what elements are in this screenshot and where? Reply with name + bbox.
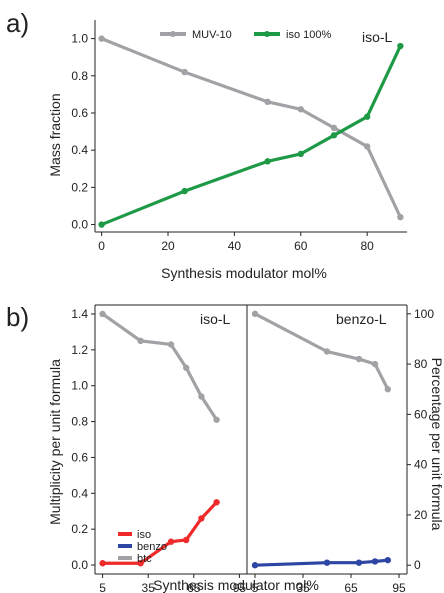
p0-data-point-iso-100- <box>264 158 271 165</box>
legend-label-muv10: MUV-10 <box>192 29 232 41</box>
p0-x-tick-label: 20 <box>161 239 175 253</box>
p1-y-tick-label: 0.0 <box>71 558 88 572</box>
p1-data-point-iso <box>167 538 175 545</box>
p0-y-tick-label: 1.0 <box>71 32 88 46</box>
p2-data-point-benzo <box>355 559 363 566</box>
legend-label-btc: btc <box>137 553 152 565</box>
p1-data-point-iso <box>137 560 144 567</box>
p1-data-point-btc <box>99 310 106 318</box>
panel-a-legend: MUV-10 iso 100% <box>160 29 331 41</box>
p2-y-tick-label: 0 <box>414 558 421 572</box>
p2-data-point-btc <box>355 355 363 363</box>
p0-y-tick-label: 0.2 <box>71 180 88 194</box>
panel-b-right-y-axis-label: Percentage per unit formula <box>429 358 444 531</box>
p2-x-tick-label: 5 <box>252 581 259 593</box>
legend-marker-iso100 <box>264 31 270 37</box>
p0-y-tick-label: 0.6 <box>71 106 88 120</box>
p1-data-point-iso <box>213 499 220 506</box>
p1-data-point-iso <box>198 515 205 522</box>
panel-b-left-tag: iso-L <box>200 311 231 327</box>
legend-label-benzo: benzo <box>137 541 167 553</box>
p0-data-point-muv-10 <box>330 124 338 132</box>
panel-b-letter: b) <box>6 302 29 332</box>
p1-y-tick-label: 0.4 <box>71 486 88 500</box>
p0-data-point-iso-100- <box>363 113 371 120</box>
p2-data-point-btc <box>371 360 379 368</box>
p0-data-point-muv-10 <box>363 143 371 150</box>
p1-y-tick-label: 0.6 <box>71 450 88 464</box>
p2-y-tick-label: 100 <box>414 307 434 321</box>
p1-y-tick-label: 1.0 <box>71 379 88 393</box>
p1-y-tick-label: 0.8 <box>71 415 88 429</box>
p0-y-tick-label: 0.4 <box>71 143 88 157</box>
panel-b-left-y-axis-label: Multiplicity per unit formula <box>47 359 63 525</box>
panel-a-x-axis-label: Synthesis modulator mol% <box>161 265 327 281</box>
p1-y-tick-label: 1.4 <box>71 307 88 321</box>
p0-data-point-iso-100- <box>181 187 188 195</box>
chart-panel-b-right: 5 35 65 95 0 20 40 60 80 100 <box>247 304 434 593</box>
p0-data-point-muv-10 <box>264 98 271 106</box>
legend-label-iso100: iso 100% <box>286 29 331 41</box>
p2-y-tick-label: 20 <box>414 508 428 522</box>
p1-series-line-btc <box>101 312 218 421</box>
p0-x-tick-label: 0 <box>98 239 105 253</box>
p1-x-tick-label: 95 <box>233 581 247 593</box>
chart-panel-a: 0 20 40 60 80 0.0 0.2 0.4 0.6 0.8 1.0 <box>71 20 407 253</box>
p0-data-point-muv-10 <box>181 68 188 76</box>
p2-x-tick-label: 35 <box>296 581 310 593</box>
p1-x-tick-label: 35 <box>142 581 156 593</box>
p0-series-line-muv-10 <box>101 37 402 218</box>
p0-y-tick-label: 0.8 <box>71 69 88 83</box>
panel-b-legend: iso benzo btc <box>118 529 167 565</box>
p1-y-tick-label: 0.2 <box>71 522 88 536</box>
p0-data-point-iso-100- <box>397 42 404 50</box>
p2-y-tick-label: 40 <box>414 458 428 472</box>
p0-x-tick-label: 80 <box>360 239 374 253</box>
p1-data-point-btc <box>198 393 205 400</box>
p1-data-point-btc <box>137 337 144 345</box>
p1-x-tick-label: 65 <box>187 581 201 593</box>
p1-series-line-iso <box>102 501 218 565</box>
p0-x-tick-label: 40 <box>228 239 242 253</box>
p2-x-tick-label: 95 <box>392 581 406 593</box>
p2-data-point-btc <box>251 310 259 317</box>
chart-panel-b-left: 5 35 65 95 0.0 0.2 0.4 0.6 0.8 1.0 1.2 1.4 <box>71 304 248 593</box>
p0-data-point-iso-100- <box>297 150 304 158</box>
panel-b-x-axis-label: Synthesis modulator mol% <box>153 577 319 593</box>
p0-data-point-iso-100- <box>330 132 338 139</box>
panel-b-right-tag: benzo-L <box>336 311 387 327</box>
p2-data-point-btc <box>323 348 331 355</box>
panel-a-letter: a) <box>6 8 29 38</box>
p2-data-point-benzo <box>371 558 379 565</box>
p0-data-point-muv-10 <box>297 106 304 113</box>
p0-y-tick-label: 0.0 <box>71 218 88 232</box>
p2-series-line-benzo <box>254 558 388 567</box>
p1-data-point-btc <box>167 341 175 348</box>
p2-y-tick-label: 60 <box>414 407 428 421</box>
p0-x-tick-label: 60 <box>294 239 308 253</box>
p0-data-point-muv-10 <box>397 213 404 221</box>
p2-x-tick-label: 65 <box>344 581 358 593</box>
p1-y-tick-label: 1.2 <box>71 343 88 357</box>
p2-data-point-benzo <box>251 562 259 569</box>
p0-data-point-muv-10 <box>98 35 105 42</box>
panel-a-tag: iso-L <box>362 29 393 45</box>
legend-marker-muv10 <box>170 31 176 37</box>
p1-data-point-btc <box>213 416 220 423</box>
p1-data-point-iso <box>99 560 106 567</box>
p1-x-tick-label: 5 <box>99 581 106 593</box>
p2-data-point-benzo <box>384 556 391 564</box>
p1-data-point-iso <box>183 536 190 544</box>
p0-series-line-iso-100- <box>101 45 402 227</box>
p2-data-point-benzo <box>323 559 331 566</box>
panel-a-y-axis-label: Mass fraction <box>47 93 63 176</box>
p2-y-tick-label: 80 <box>414 357 428 371</box>
legend-label-iso: iso <box>137 529 151 541</box>
p0-data-point-iso-100- <box>98 221 105 228</box>
p2-data-point-btc <box>384 386 391 393</box>
p1-data-point-btc <box>183 364 190 371</box>
